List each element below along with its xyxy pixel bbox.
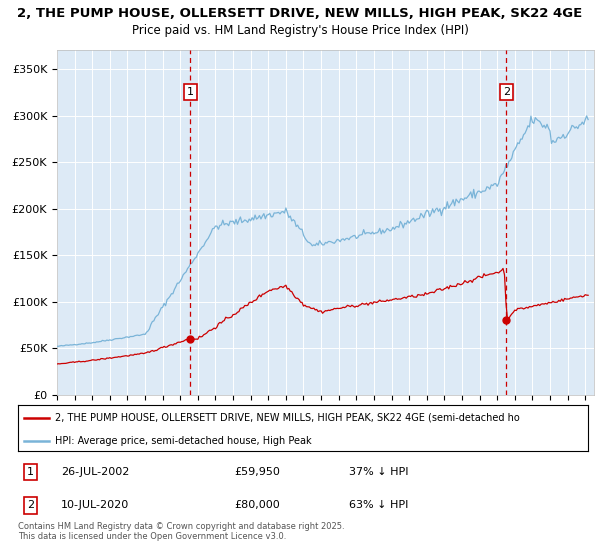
Text: 63% ↓ HPI: 63% ↓ HPI <box>349 501 408 511</box>
Text: £59,950: £59,950 <box>235 467 280 477</box>
Text: £80,000: £80,000 <box>235 501 280 511</box>
Text: 26-JUL-2002: 26-JUL-2002 <box>61 467 129 477</box>
Text: 2: 2 <box>503 87 510 97</box>
Text: This data is licensed under the Open Government Licence v3.0.: This data is licensed under the Open Gov… <box>18 532 286 541</box>
Text: 10-JUL-2020: 10-JUL-2020 <box>61 501 129 511</box>
Text: Contains HM Land Registry data © Crown copyright and database right 2025.: Contains HM Land Registry data © Crown c… <box>18 522 344 531</box>
Text: 37% ↓ HPI: 37% ↓ HPI <box>349 467 408 477</box>
Text: 2, THE PUMP HOUSE, OLLERSETT DRIVE, NEW MILLS, HIGH PEAK, SK22 4GE: 2, THE PUMP HOUSE, OLLERSETT DRIVE, NEW … <box>17 7 583 20</box>
Text: 2, THE PUMP HOUSE, OLLERSETT DRIVE, NEW MILLS, HIGH PEAK, SK22 4GE (semi-detache: 2, THE PUMP HOUSE, OLLERSETT DRIVE, NEW … <box>55 413 520 423</box>
Text: Price paid vs. HM Land Registry's House Price Index (HPI): Price paid vs. HM Land Registry's House … <box>131 24 469 36</box>
Text: 1: 1 <box>187 87 194 97</box>
Text: HPI: Average price, semi-detached house, High Peak: HPI: Average price, semi-detached house,… <box>55 436 311 446</box>
Text: 2: 2 <box>27 501 34 511</box>
Text: 1: 1 <box>27 467 34 477</box>
